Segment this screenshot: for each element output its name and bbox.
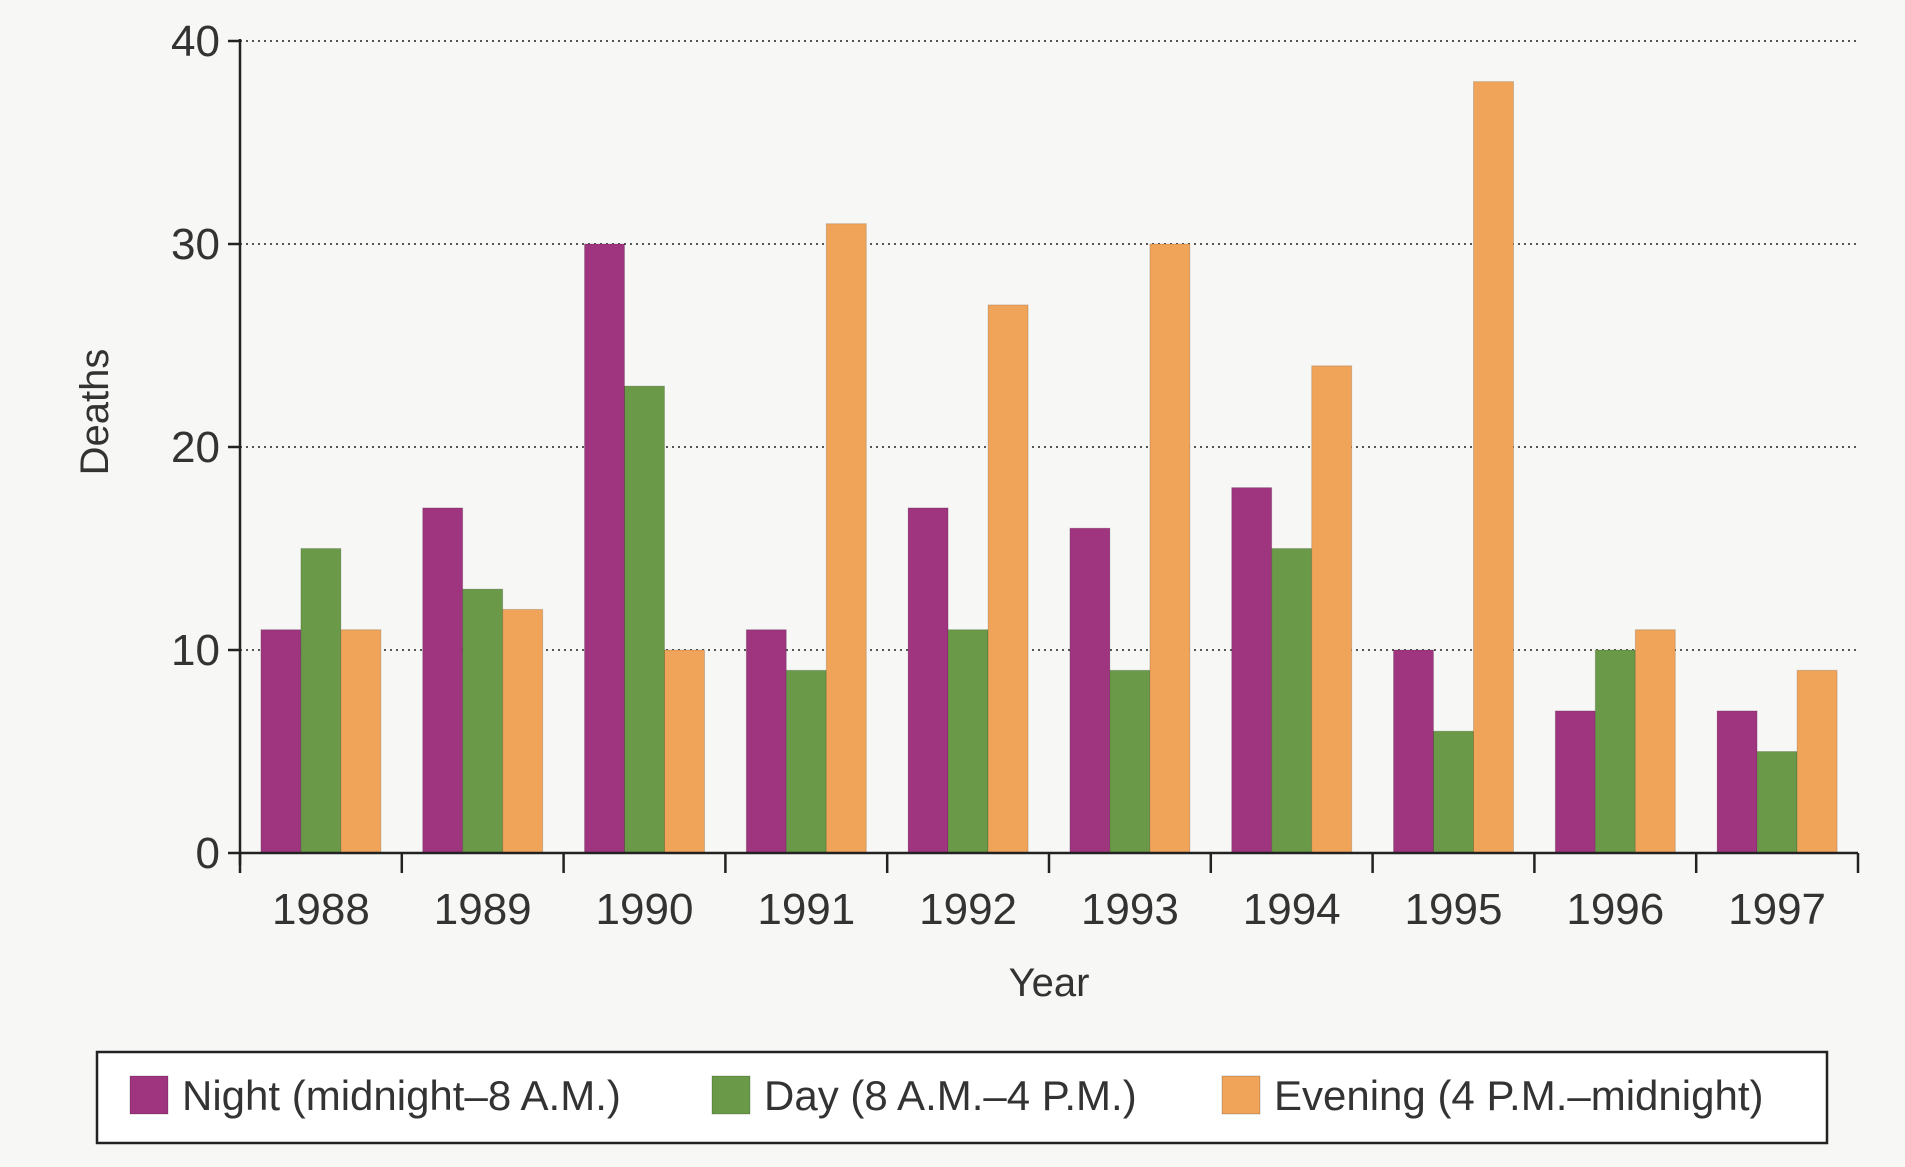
bar-1994-series-2 — [1271, 548, 1313, 854]
bar-1990-series-1 — [584, 243, 625, 854]
y-tick-label: 0 — [196, 829, 220, 878]
bar-1994-series-1 — [1231, 487, 1273, 854]
x-tick-label: 1995 — [1405, 885, 1503, 934]
y-tick-label: 30 — [171, 220, 220, 269]
bar-1988-series-2 — [300, 548, 342, 854]
bar-1997-series-3 — [1796, 669, 1838, 854]
bar-1993-series-3 — [1149, 243, 1191, 854]
bar-1990-series-2 — [624, 385, 665, 854]
x-tick-label: 1989 — [434, 885, 532, 934]
bar-1994-series-3 — [1311, 365, 1353, 854]
bar-1992-series-1 — [907, 507, 949, 854]
bar-1989-series-3 — [502, 608, 544, 854]
y-tick-label: 10 — [171, 626, 220, 675]
bar-1993-series-2 — [1109, 669, 1151, 854]
legend: Night (midnight–8 A.M.) Day (8 A.M.–4 P.M… — [95, 1050, 1829, 1145]
axes — [228, 39, 1860, 873]
legend-swatch-series-1 — [129, 1075, 169, 1115]
gridlines — [240, 40, 1858, 651]
y-tick-label: 40 — [171, 17, 220, 66]
bar-1995-series-2 — [1433, 730, 1474, 854]
bar-1995-series-3 — [1473, 81, 1514, 854]
x-tick-label: 1993 — [1081, 885, 1179, 934]
legend-box — [95, 1050, 1829, 1145]
legend-label-series-1: Night (midnight–8 A.M.) — [182, 1072, 621, 1119]
y-tick-label: 20 — [171, 423, 220, 472]
bars — [260, 81, 1838, 854]
x-tick-label: 1990 — [596, 885, 694, 934]
bar-1993-series-1 — [1069, 527, 1111, 854]
legend-label-series-2: Day (8 A.M.–4 P.M.) — [764, 1072, 1137, 1119]
x-tick-label: 1997 — [1728, 885, 1826, 934]
bar-1990-series-3 — [664, 649, 705, 854]
x-axis-label: Year — [1009, 961, 1090, 1005]
bar-1989-series-2 — [462, 588, 504, 854]
x-tick-label: 1992 — [919, 885, 1017, 934]
legend-label-series-3: Evening (4 P.M.–midnight) — [1274, 1072, 1763, 1119]
bar-1992-series-3 — [987, 304, 1029, 854]
bar-1991-series-1 — [745, 629, 787, 854]
bar-1989-series-1 — [422, 507, 464, 854]
bar-1991-series-2 — [785, 669, 827, 854]
bar-1996-series-3 — [1634, 629, 1676, 854]
bar-1996-series-2 — [1594, 649, 1636, 854]
x-tick-label: 1996 — [1566, 885, 1664, 934]
bar-1997-series-1 — [1716, 710, 1758, 854]
bar-1997-series-2 — [1756, 751, 1798, 854]
bar-1988-series-1 — [260, 629, 302, 854]
bar-1991-series-3 — [825, 223, 867, 854]
x-tick-label: 1988 — [272, 885, 370, 934]
x-tick-label: 1994 — [1243, 885, 1341, 934]
legend-swatch-series-2 — [711, 1075, 751, 1115]
y-axis-label: Deaths — [73, 349, 117, 476]
x-tick-label: 1991 — [757, 885, 855, 934]
tick-labels: 0 10 20 30 40 1988 1989 1990 1991 1992 1993 1994 199… — [171, 17, 1826, 934]
bar-1995-series-1 — [1393, 649, 1434, 854]
bar-1996-series-1 — [1554, 710, 1596, 854]
legend-swatch-series-3 — [1221, 1075, 1261, 1115]
bar-1992-series-2 — [947, 629, 989, 854]
bar-1988-series-3 — [340, 629, 382, 854]
